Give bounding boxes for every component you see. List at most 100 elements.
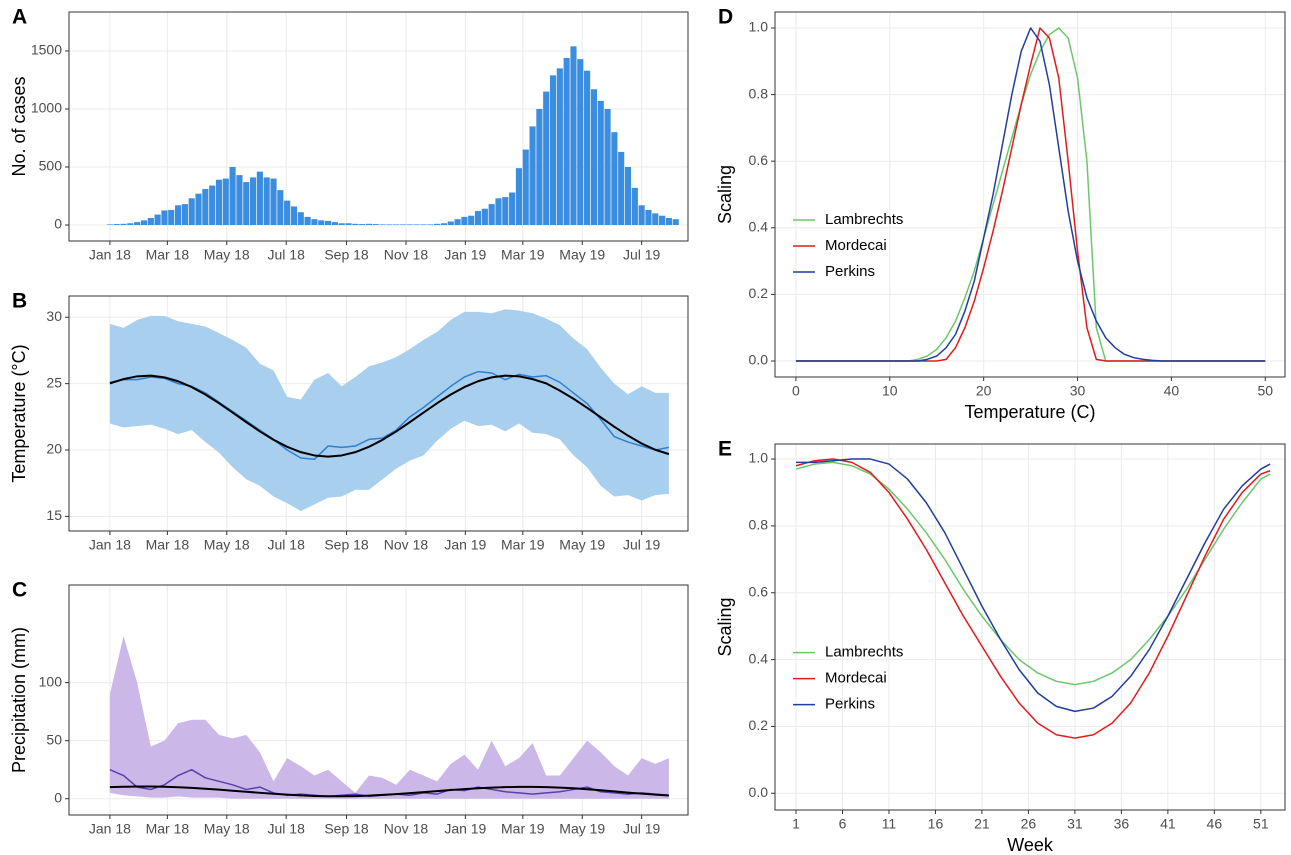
x-tick-label: 41 — [1160, 816, 1176, 832]
y-tick-label: 0.4 — [749, 650, 769, 666]
bar — [127, 223, 134, 225]
y-tick-label: 1500 — [31, 42, 62, 58]
bar — [543, 91, 550, 225]
x-tick-label: Nov 18 — [384, 537, 429, 553]
y-tick-label: 0.8 — [749, 517, 769, 533]
y-tick-label: 50 — [46, 731, 62, 747]
x-tick-label: 40 — [1164, 383, 1180, 399]
bar — [474, 211, 482, 225]
bar — [195, 193, 202, 225]
y-tick-label: 0.2 — [749, 285, 769, 301]
x-tick-label: Jan 19 — [444, 821, 486, 837]
y-axis-title: Scaling — [715, 165, 735, 224]
x-tick-label: 20 — [976, 383, 992, 399]
y-tick-label: 0 — [54, 789, 62, 805]
bar — [372, 224, 379, 225]
legend-label: Mordecai — [825, 237, 887, 254]
y-tick-label: 1.0 — [749, 19, 769, 35]
series-line — [795, 27, 1266, 362]
x-tick-label: 16 — [928, 816, 944, 832]
x-tick-label: 10 — [882, 383, 898, 399]
x-tick-label: Sep 18 — [324, 537, 369, 553]
bar — [106, 224, 113, 225]
bar — [243, 182, 250, 225]
x-tick-label: Jul 18 — [268, 821, 306, 837]
x-tick-label: Mar 19 — [501, 537, 545, 553]
series-line — [109, 785, 669, 798]
bar — [249, 177, 257, 225]
bar — [522, 149, 529, 225]
x-tick-label: Jul 19 — [623, 821, 661, 837]
legend-label: Perkins — [825, 696, 875, 713]
x-tick-label: 6 — [839, 816, 847, 832]
bar — [488, 204, 495, 225]
bar — [236, 175, 243, 225]
x-tick-label: May 19 — [559, 821, 605, 837]
y-tick-label: 0.0 — [749, 784, 769, 800]
bar — [590, 89, 597, 225]
x-tick-label: Mar 18 — [146, 821, 190, 837]
y-tick-label: 20 — [46, 441, 62, 457]
y-tick-label: 0.4 — [749, 219, 769, 235]
y-tick-label: 0.2 — [749, 717, 769, 733]
x-tick-label: Jan 18 — [89, 537, 131, 553]
bar — [229, 166, 236, 225]
bar — [352, 223, 359, 225]
bar — [222, 178, 229, 225]
bar — [461, 216, 468, 225]
bar — [584, 70, 591, 225]
bar — [399, 224, 407, 225]
x-axis-title: Temperature (C) — [964, 402, 1095, 422]
series-line — [109, 374, 670, 458]
legend-label: Lambrechts — [825, 644, 903, 661]
x-tick-label: May 19 — [559, 247, 605, 263]
legend-label: Perkins — [825, 263, 875, 280]
x-tick-label: May 18 — [204, 537, 250, 553]
x-tick-label: Sep 18 — [324, 247, 369, 263]
x-tick-label: Mar 18 — [146, 247, 190, 263]
x-tick-label: 31 — [1067, 816, 1083, 832]
bar — [665, 218, 672, 225]
bar — [338, 223, 345, 225]
bar — [270, 178, 277, 225]
bar — [215, 179, 223, 225]
x-tick-label: Jan 19 — [444, 247, 486, 263]
y-axis-title: Precipitation (mm) — [9, 627, 29, 773]
bar — [277, 190, 284, 225]
x-tick-label: Jul 18 — [268, 247, 306, 263]
bar — [318, 220, 325, 225]
bar — [454, 219, 461, 225]
x-tick-label: May 18 — [204, 821, 250, 837]
bar — [181, 204, 188, 225]
bar — [290, 206, 298, 225]
bar — [420, 224, 427, 225]
bar — [161, 210, 168, 225]
y-tick-label: 0.6 — [749, 152, 769, 168]
bar — [502, 197, 509, 225]
bar — [379, 224, 386, 225]
x-tick-label: May 18 — [204, 247, 250, 263]
y-tick-label: 1.0 — [749, 450, 769, 466]
x-tick-label: 46 — [1207, 816, 1223, 832]
bar — [556, 68, 563, 225]
bar — [645, 209, 652, 225]
panel-letter: C — [12, 579, 27, 602]
bar — [175, 205, 182, 225]
x-tick-label: 0 — [792, 383, 800, 399]
x-tick-label: 51 — [1253, 816, 1269, 832]
y-tick-label: 100 — [39, 673, 63, 689]
bar — [147, 218, 154, 225]
x-tick-label: Nov 18 — [384, 821, 429, 837]
series-line — [109, 370, 670, 461]
y-tick-label: 15 — [46, 507, 62, 523]
bar — [324, 220, 332, 225]
y-tick-label: 500 — [39, 158, 63, 174]
bar — [468, 215, 475, 225]
series-line — [796, 458, 1271, 713]
x-tick-label: Sep 18 — [324, 821, 369, 837]
x-tick-label: 50 — [1257, 383, 1273, 399]
y-tick-label: 0.0 — [749, 352, 769, 368]
bar — [536, 108, 543, 225]
x-tick-label: 21 — [974, 816, 990, 832]
